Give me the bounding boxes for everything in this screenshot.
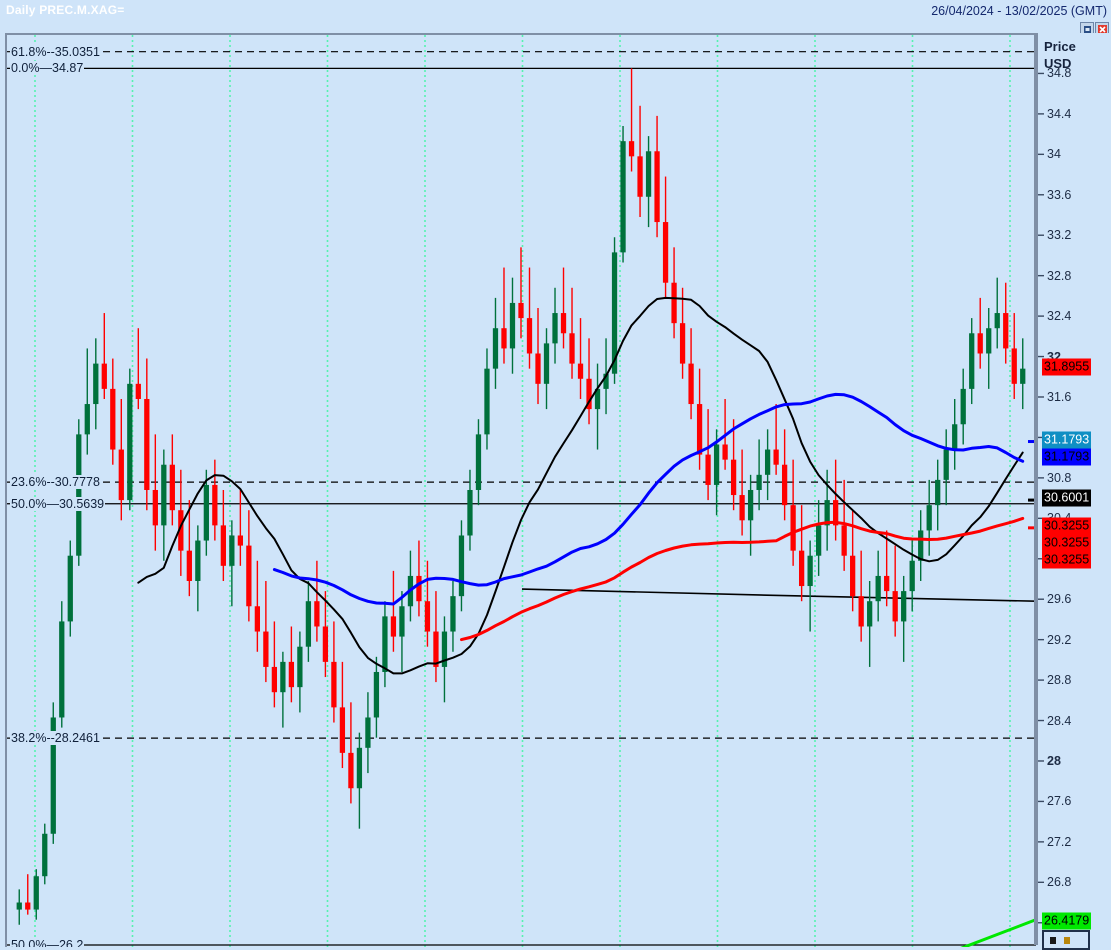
fib-level-label: 50.0%—30.5639: [10, 496, 106, 511]
fib-level-label: 38.2%--28.2461: [10, 731, 101, 746]
fib-level-label: 23.6%--30.7778: [10, 475, 101, 490]
axis-tick-label: 34: [1047, 147, 1061, 162]
axis-tick-label: 33.2: [1047, 228, 1072, 243]
axis-tick-label: 31.6: [1047, 389, 1072, 404]
date-range-label: 26/04/2024 - 13/02/2025 (GMT): [931, 4, 1107, 18]
price-marker-label[interactable]: 30.3255: [1042, 534, 1092, 552]
price-marker-label[interactable]: 26.4179: [1042, 912, 1092, 930]
price-marker-label[interactable]: 31.8955: [1042, 358, 1092, 376]
axis-tick-label: 29.6: [1047, 592, 1072, 607]
axis-tick-label: 26.8: [1047, 875, 1072, 890]
axis-tick-label: 28: [1047, 753, 1061, 768]
price-marker-label[interactable]: 31.1793: [1042, 431, 1092, 449]
fib-level-label: 50.0%—26.2: [10, 937, 85, 947]
axis-tick-label: 32.4: [1047, 309, 1072, 324]
price-marker-label[interactable]: 30.6001: [1042, 489, 1092, 507]
scale-handle-left[interactable]: [1050, 937, 1056, 944]
axis-tick-label: 33.6: [1047, 187, 1072, 202]
price-marker-label[interactable]: 31.1793: [1042, 448, 1092, 466]
price-marker-label[interactable]: 30.3255: [1042, 517, 1092, 535]
fib-level-label: 0.0%—34.87: [10, 61, 85, 76]
axis-tick-label: 34.4: [1047, 106, 1072, 121]
axis-tick-label: 34.8: [1047, 66, 1072, 81]
axis-tick-label: 30.8: [1047, 470, 1072, 485]
chart-plot-area[interactable]: 61.8%--35.0351 0.0%—34.87 23.6%--30.7778 50…: [5, 33, 1036, 947]
scale-handle-right[interactable]: [1064, 937, 1070, 944]
axis-tick-label: 28.4: [1047, 713, 1072, 728]
axis-title-currency: USD: [1044, 56, 1072, 71]
axis-tick-label: 27.6: [1047, 794, 1072, 809]
axis-tick-label: 29.2: [1047, 632, 1072, 647]
candlestick-canvas: [7, 35, 1036, 947]
axis-tick-label: 32.8: [1047, 268, 1072, 283]
axis-tick-label: 28.8: [1047, 673, 1072, 688]
window-controls: [1080, 22, 1109, 36]
price-axis[interactable]: Price USD 34.8 34.4 34 33.6 33.2 32.8 32.4 32 31.6…: [1034, 33, 1111, 945]
scale-widget[interactable]: [1042, 930, 1090, 950]
price-marker-label[interactable]: 30.3255: [1042, 551, 1092, 569]
axis-tick-label: 27.2: [1047, 834, 1072, 849]
window-title: Daily PREC.M.XAG=: [6, 3, 125, 17]
fib-level-label: 61.8%--35.0351: [10, 44, 101, 59]
axis-title-price: Price: [1044, 39, 1076, 54]
